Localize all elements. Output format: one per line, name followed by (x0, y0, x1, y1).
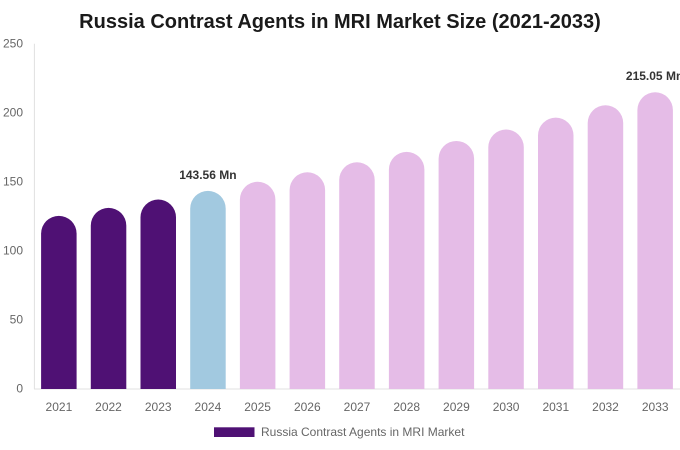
svg-text:2029: 2029 (443, 400, 470, 414)
svg-text:2031: 2031 (542, 400, 569, 414)
svg-text:143.56 Mn: 143.56 Mn (179, 168, 236, 182)
svg-text:2026: 2026 (294, 400, 321, 414)
svg-text:2033: 2033 (642, 400, 669, 414)
svg-text:0: 0 (16, 382, 23, 396)
svg-text:100: 100 (3, 244, 23, 258)
svg-text:2028: 2028 (393, 400, 420, 414)
svg-text:2023: 2023 (145, 400, 172, 414)
svg-text:Russia Contrast Agents in MRI: Russia Contrast Agents in MRI Market (261, 425, 465, 439)
svg-text:150: 150 (3, 175, 23, 189)
svg-text:50: 50 (10, 313, 24, 327)
svg-text:250: 250 (3, 37, 23, 51)
svg-text:2030: 2030 (493, 400, 520, 414)
svg-text:Russia Contrast Agents in MRI: Russia Contrast Agents in MRI Market Siz… (79, 11, 601, 33)
svg-text:215.05 Mn: 215.05 Mn (626, 69, 680, 83)
svg-text:2022: 2022 (95, 400, 122, 414)
svg-text:200: 200 (3, 106, 23, 120)
svg-text:2027: 2027 (344, 400, 371, 414)
svg-text:2032: 2032 (592, 400, 619, 414)
svg-text:2025: 2025 (244, 400, 271, 414)
svg-text:2021: 2021 (46, 400, 73, 414)
svg-text:2024: 2024 (195, 400, 222, 414)
